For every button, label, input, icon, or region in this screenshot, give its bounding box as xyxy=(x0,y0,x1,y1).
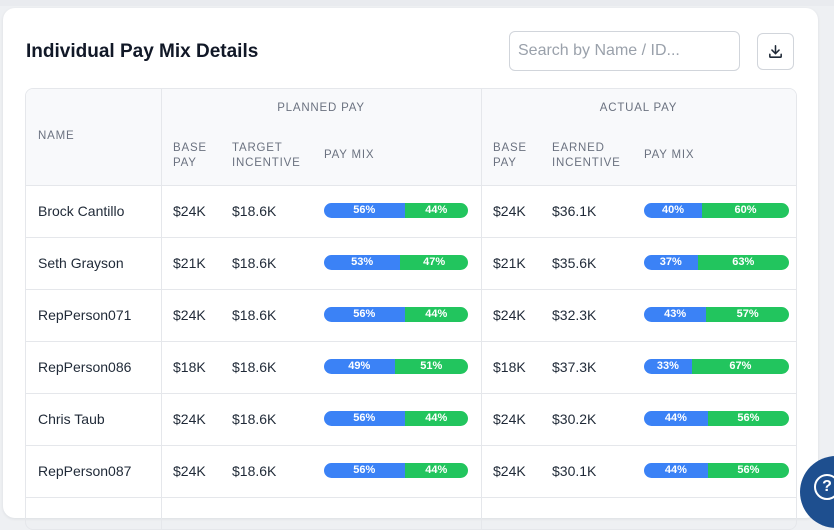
download-button[interactable] xyxy=(757,33,794,70)
earned-incentive: $36.1K xyxy=(552,203,597,219)
incentive-segment: 44% xyxy=(404,463,468,478)
base-pay-segment: 33% xyxy=(644,359,692,374)
base-pay-segment: 37% xyxy=(644,255,698,270)
card-title: Individual Pay Mix Details xyxy=(26,41,259,62)
planned-base-pay: $24K xyxy=(173,411,206,427)
column-divider xyxy=(161,89,162,529)
table-row[interactable]: Seth Grayson $21K $18.6K $21K $35.6K 53% 47% 37… xyxy=(26,237,796,290)
search-input[interactable] xyxy=(509,31,740,71)
planned-base-pay: $21K xyxy=(173,255,206,271)
header-planned-base-pay[interactable]: BASE PAY xyxy=(173,142,207,169)
header-actual-pay: ACTUAL PAY xyxy=(599,102,678,114)
table-header: NAME PLANNED PAY BASE PAY TARGET INCENTI… xyxy=(26,89,796,186)
actual-base-pay: $24K xyxy=(493,411,526,427)
planned-pay-mix-bar: 56% 44% xyxy=(324,411,468,426)
header-planned-pay-mix[interactable]: PAY MIX xyxy=(324,149,375,161)
base-pay-segment: 56% xyxy=(324,203,405,218)
planned-pay-mix-bar: 53% 47% xyxy=(324,255,468,270)
target-incentive: $18.6K xyxy=(232,255,277,271)
table-row[interactable]: RepPerson086 $18K $18.6K $18K $37.3K 49% 51% 33… xyxy=(26,341,796,394)
planned-pay-mix-bar: 56% 44% xyxy=(324,203,468,218)
base-pay-segment: 44% xyxy=(644,411,708,426)
header-target-incentive[interactable]: TARGET INCENTIVE xyxy=(232,142,301,169)
incentive-segment: 44% xyxy=(404,307,468,322)
actual-base-pay: $18K xyxy=(493,359,526,375)
rep-name: Seth Grayson xyxy=(38,255,124,271)
help-icon: ? xyxy=(814,474,834,500)
base-pay-segment: 43% xyxy=(644,307,707,322)
base-pay-segment: 56% xyxy=(324,411,405,426)
pay-mix-card: Individual Pay Mix Details NAME PLANNED … xyxy=(3,8,818,530)
rep-name: RepPerson087 xyxy=(38,463,132,479)
rep-name: RepPerson086 xyxy=(38,359,132,375)
target-incentive: $18.6K xyxy=(232,359,277,375)
planned-pay-mix-bar: 56% 44% xyxy=(324,307,468,322)
target-incentive: $18.6K xyxy=(232,463,277,479)
table-row[interactable]: RepPerson071 $24K $18.6K $24K $32.3K 56% 44% 43… xyxy=(26,289,796,342)
base-pay-segment: 53% xyxy=(324,255,401,270)
base-pay-segment: 44% xyxy=(644,463,708,478)
header-actual-pay-mix[interactable]: PAY MIX xyxy=(644,149,695,161)
planned-pay-mix-bar: 56% 44% xyxy=(324,463,468,478)
planned-base-pay: $24K xyxy=(173,203,206,219)
table-row[interactable]: Chris Taub $24K $18.6K $24K $30.2K 56% 44% 44% 5… xyxy=(26,393,796,446)
column-divider xyxy=(481,89,482,529)
base-pay-segment: 49% xyxy=(324,359,395,374)
target-incentive: $18.6K xyxy=(232,307,277,323)
actual-pay-mix-bar: 43% 57% xyxy=(644,307,789,322)
planned-base-pay: $18K xyxy=(173,359,206,375)
top-strip xyxy=(0,0,834,6)
incentive-segment: 60% xyxy=(702,203,789,218)
incentive-segment: 67% xyxy=(691,359,789,374)
earned-incentive: $30.1K xyxy=(552,463,597,479)
actual-pay-mix-bar: 44% 56% xyxy=(644,411,789,426)
table-row[interactable]: RepPerson087 $24K $18.6K $24K $30.1K 56% 44% 44… xyxy=(26,445,796,498)
target-incentive: $18.6K xyxy=(232,203,277,219)
base-pay-segment: 40% xyxy=(644,203,702,218)
incentive-segment: 51% xyxy=(394,359,468,374)
actual-base-pay: $21K xyxy=(493,255,526,271)
pay-mix-table: NAME PLANNED PAY BASE PAY TARGET INCENTI… xyxy=(25,88,797,530)
incentive-segment: 56% xyxy=(707,411,789,426)
download-icon xyxy=(769,45,782,58)
actual-pay-mix-bar: 44% 56% xyxy=(644,463,789,478)
planned-pay-mix-bar: 49% 51% xyxy=(324,359,468,374)
earned-incentive: $32.3K xyxy=(552,307,597,323)
header-earned-incentive[interactable]: EARNED INCENTIVE xyxy=(552,142,621,169)
actual-base-pay: $24K xyxy=(493,203,526,219)
planned-base-pay: $24K xyxy=(173,307,206,323)
table-row[interactable]: Brock Cantillo $24K $18.6K $24K $36.1K 56% 44%… xyxy=(26,185,796,238)
base-pay-segment: 56% xyxy=(324,463,405,478)
rep-name: RepPerson071 xyxy=(38,307,132,323)
actual-base-pay: $24K xyxy=(493,307,526,323)
incentive-segment: 63% xyxy=(697,255,789,270)
earned-incentive: $37.3K xyxy=(552,359,597,375)
header-planned-pay: PLANNED PAY xyxy=(277,102,365,114)
rep-name: Chris Taub xyxy=(38,411,105,427)
rep-name: Brock Cantillo xyxy=(38,203,125,219)
incentive-segment: 47% xyxy=(400,255,468,270)
actual-pay-mix-bar: 40% 60% xyxy=(644,203,789,218)
header-actual-base-pay[interactable]: BASE PAY xyxy=(493,142,527,169)
earned-incentive: $35.6K xyxy=(552,255,597,271)
base-pay-segment: 56% xyxy=(324,307,405,322)
actual-pay-mix-bar: 33% 67% xyxy=(644,359,789,374)
header-name[interactable]: NAME xyxy=(38,130,75,142)
earned-incentive: $30.2K xyxy=(552,411,597,427)
incentive-segment: 57% xyxy=(706,307,789,322)
incentive-segment: 44% xyxy=(404,203,468,218)
actual-pay-mix-bar: 37% 63% xyxy=(644,255,789,270)
target-incentive: $18.6K xyxy=(232,411,277,427)
planned-base-pay: $24K xyxy=(173,463,206,479)
incentive-segment: 56% xyxy=(707,463,789,478)
actual-base-pay: $24K xyxy=(493,463,526,479)
incentive-segment: 44% xyxy=(404,411,468,426)
